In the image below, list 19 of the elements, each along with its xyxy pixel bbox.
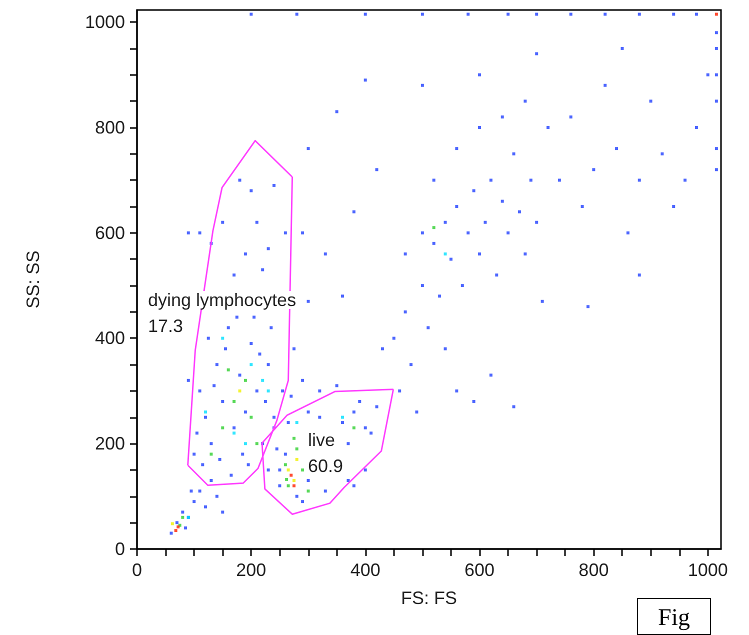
y-tick-label: 200 (94, 434, 125, 454)
x-tick-label: 800 (578, 560, 609, 580)
x-axis-title: FS: FS (400, 588, 458, 608)
y-axis-title: SS: SS (23, 250, 43, 309)
text: Fig (636, 598, 711, 635)
x-tick-label: 400 (350, 560, 380, 580)
x-tick-label: 1000 (688, 560, 728, 580)
x-tick-label: 200 (236, 560, 266, 580)
y-tick-label: 800 (94, 117, 125, 138)
y-tick-label: 1000 (84, 12, 125, 32)
y-tick-label: 400 (94, 328, 125, 348)
x-tick-label: 600 (464, 560, 495, 580)
annotation: dying lymphocytes (148, 290, 296, 310)
y-tick-label: 0 (114, 539, 125, 559)
x-tick-label: 0 (132, 560, 142, 580)
annotation: 17.3 (148, 316, 184, 336)
annotation: live (308, 430, 336, 450)
y-tick-label: 600 (94, 222, 125, 243)
annotation: 60.9 (308, 456, 344, 476)
